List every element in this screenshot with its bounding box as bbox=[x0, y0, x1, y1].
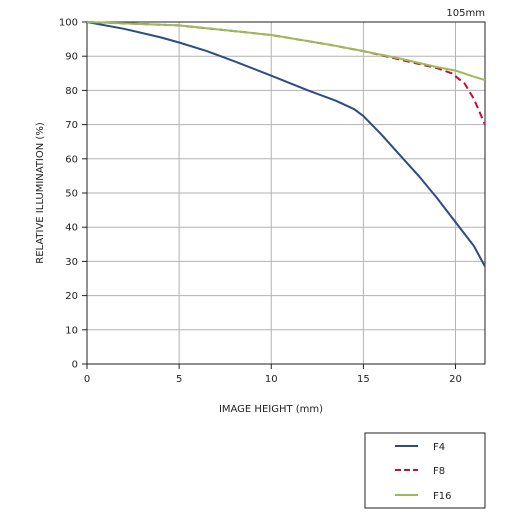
y-tick-label: 20 bbox=[65, 291, 78, 302]
x-tick-label: 20 bbox=[449, 374, 462, 385]
legend-label-f4: F4 bbox=[433, 442, 445, 453]
legend-box bbox=[364, 432, 486, 509]
x-tick-label: 0 bbox=[84, 374, 90, 385]
y-axis-title: RELATIVE ILLUMINATION (%) bbox=[35, 122, 46, 264]
legend-label-f16: F16 bbox=[433, 491, 451, 502]
legend: F4 F8 F16 bbox=[364, 432, 486, 509]
x-tick-label: 15 bbox=[357, 374, 370, 385]
axis-ticks: 0 10 20 30 40 50 60 70 80 90 100 0 5 10 15 20 bbox=[59, 18, 462, 386]
series-line-f4 bbox=[86, 21, 486, 267]
x-axis-title: IMAGE HEIGHT (mm) bbox=[219, 404, 323, 415]
y-tick-label: 100 bbox=[59, 18, 78, 29]
legend-label-f8: F8 bbox=[433, 466, 445, 477]
y-tick-label: 60 bbox=[65, 154, 78, 165]
series-line-f16 bbox=[86, 21, 486, 82]
y-tick-label: 50 bbox=[65, 189, 78, 200]
y-tick-label: 70 bbox=[65, 120, 78, 131]
x-tick-label: 5 bbox=[176, 374, 182, 385]
chart-title: 105mm bbox=[446, 8, 485, 19]
y-tick-label: 80 bbox=[65, 86, 78, 97]
x-tick-label: 10 bbox=[265, 374, 278, 385]
y-tick-label: 90 bbox=[65, 52, 78, 63]
plot-grid bbox=[87, 22, 485, 364]
y-tick-label: 10 bbox=[65, 325, 78, 336]
y-tick-label: 40 bbox=[65, 223, 78, 234]
y-tick-label: 30 bbox=[65, 257, 78, 268]
y-tick-label: 0 bbox=[72, 360, 78, 371]
series-layer bbox=[86, 21, 486, 267]
